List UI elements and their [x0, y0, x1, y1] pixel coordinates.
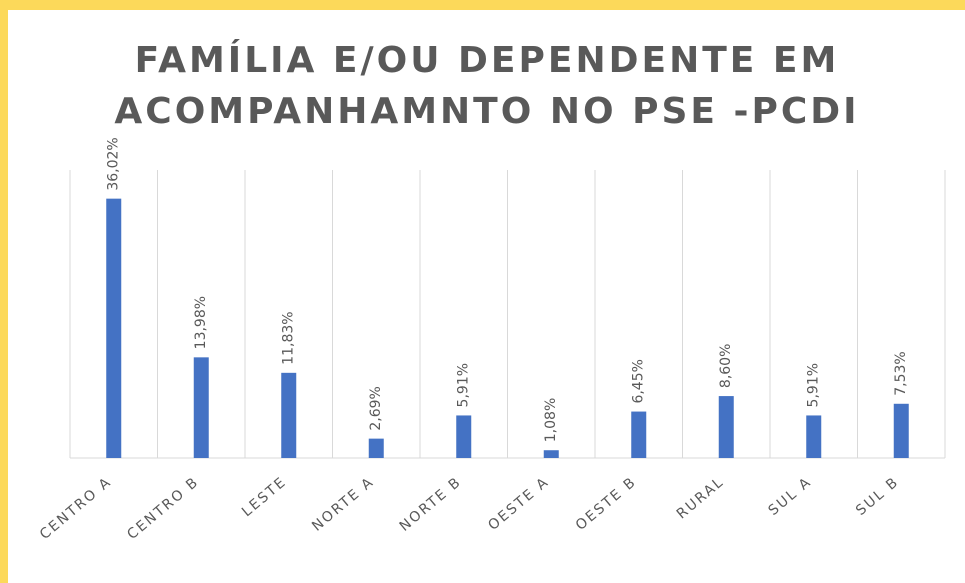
- bar: [631, 411, 647, 458]
- bar: [193, 357, 209, 458]
- bar: [718, 396, 734, 458]
- data-label: 2,69%: [368, 386, 384, 430]
- data-label: 11,83%: [281, 311, 297, 364]
- bar: [281, 372, 297, 458]
- data-label: 5,91%: [806, 363, 822, 407]
- chart-title: FAMÍLIA E/OU DEPENDENTE EM: [135, 39, 840, 81]
- bar: [806, 415, 822, 458]
- data-label: 6,45%: [631, 359, 647, 403]
- data-label: 8,60%: [718, 344, 734, 388]
- bar: [368, 438, 384, 458]
- bar: [456, 415, 472, 458]
- bar: [543, 450, 559, 458]
- chart-area: [8, 10, 965, 583]
- chart-title: ACOMPANHAMNTO NO PSE -PCDI: [114, 91, 859, 132]
- data-label: 5,91%: [456, 363, 472, 407]
- data-label: 7,53%: [893, 351, 909, 395]
- bar: [106, 198, 122, 458]
- data-label: 36,02%: [106, 137, 122, 190]
- data-label: 13,98%: [193, 296, 209, 349]
- bar: [893, 403, 909, 458]
- data-label: 1,08%: [543, 398, 559, 442]
